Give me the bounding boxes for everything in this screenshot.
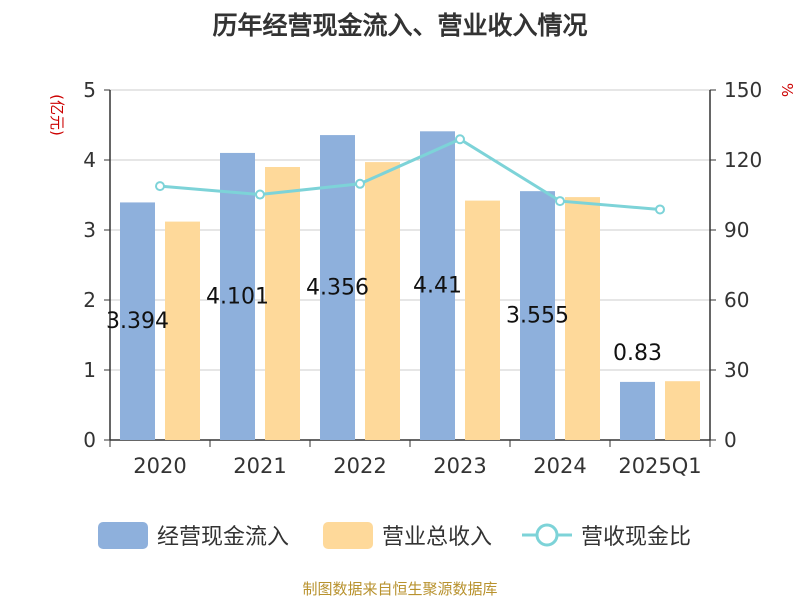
legend-swatch-cash-inflow [98, 522, 148, 549]
left-axis-label: (亿元) [48, 94, 66, 136]
line-point [155, 181, 165, 192]
bar-revenue [365, 162, 400, 440]
bar-revenue [165, 221, 200, 440]
bar-cash-inflow [220, 152, 255, 440]
line-point [355, 178, 365, 189]
bar-revenue [565, 197, 600, 440]
x-tick-label: 2020 [133, 454, 186, 478]
legend-swatch-revenue [323, 522, 373, 549]
bar-cash-inflow [120, 202, 155, 440]
bar-cash-inflow [620, 381, 655, 440]
legend-label: 营业总收入 [382, 525, 492, 550]
legend-label: 经营现金流入 [157, 525, 289, 550]
x-tick-label: 2021 [233, 454, 286, 478]
right-tick-label: 90 [724, 218, 749, 242]
bar-data-label: 0.83 [613, 341, 662, 366]
legend-swatch-ratio-marker [535, 523, 559, 547]
x-tick-label: 2025Q1 [618, 454, 701, 478]
x-tick-label: 2024 [533, 454, 586, 478]
right-tick-label: 60 [724, 288, 749, 312]
bar-data-label: 4.41 [413, 274, 462, 299]
left-tick-label: 4 [83, 148, 96, 172]
legend-label: 营收现金比 [581, 525, 691, 550]
line-point [655, 204, 665, 215]
bar-data-label: 3.555 [506, 304, 569, 329]
right-tick-label: 30 [724, 358, 749, 382]
left-tick-label: 2 [83, 288, 96, 312]
right-tick-label: 150 [724, 78, 762, 102]
bar-data-label: 4.101 [206, 284, 269, 309]
x-tick-label: 2023 [433, 454, 486, 478]
bar-revenue [465, 200, 500, 440]
left-tick-label: 1 [83, 358, 96, 382]
left-tick-label: 0 [83, 428, 96, 452]
line-point [555, 196, 565, 207]
line-point [455, 134, 465, 145]
right-axis-label: % [778, 83, 796, 97]
bar-data-label: 4.356 [306, 276, 369, 301]
right-tick-label: 0 [724, 428, 737, 452]
line-point [255, 189, 265, 200]
right-tick-label: 120 [724, 148, 762, 172]
x-tick-label: 2022 [333, 454, 386, 478]
bar-cash-inflow [520, 191, 555, 440]
left-tick-label: 5 [83, 78, 96, 102]
line-ratio [159, 137, 661, 211]
bar-cash-inflow [420, 131, 455, 441]
bar-revenue [665, 381, 700, 440]
bar-revenue [265, 167, 300, 440]
source-note: 制图数据来自恒生聚源数据库 [302, 580, 498, 598]
bar-data-label: 3.394 [106, 309, 169, 334]
chart-title: 历年经营现金流入、营业收入情况 [212, 11, 588, 40]
left-tick-label: 3 [83, 218, 96, 242]
